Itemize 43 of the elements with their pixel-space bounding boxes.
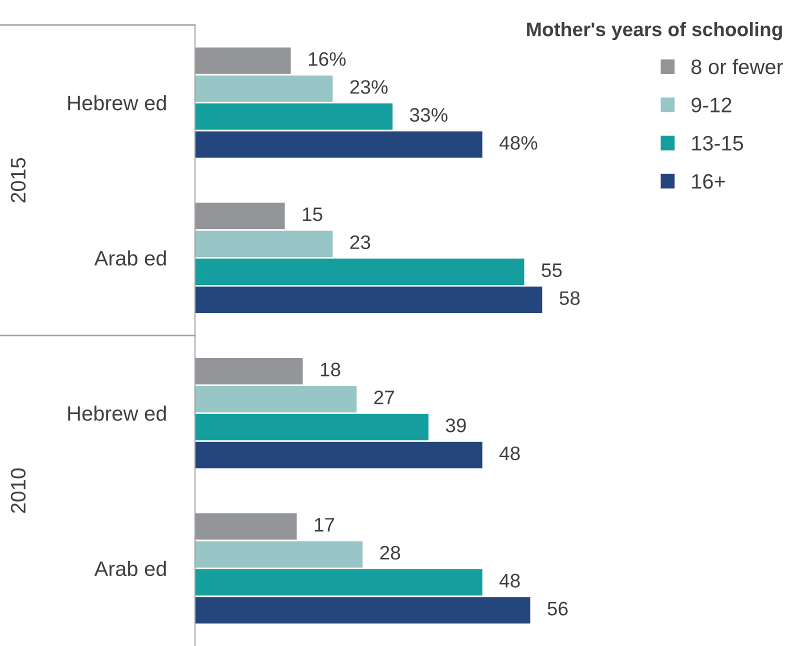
bar [195,48,291,74]
bar [195,202,285,230]
bar [195,258,524,286]
bar [195,358,303,384]
legend-label: 13-15 [692,136,744,151]
legend-title: Mother's years of schooling [527,22,782,40]
y-tick-label: Arab ed [94,250,166,266]
data-label: 56 [548,602,568,616]
text: 2010 [10,468,26,513]
bar [195,569,482,596]
bar [195,131,482,158]
legend-label: 8 or fewer [692,58,783,74]
y-tick-label: Hebrew ed [68,95,166,110]
bar [195,103,393,130]
bar [195,75,333,102]
bar [195,513,297,540]
data-label: 23 [350,235,370,250]
bar [195,386,357,412]
data-label: 27 [374,390,394,404]
bar [195,286,542,313]
data-label: 48% [499,136,538,150]
data-label: 23% [350,80,388,94]
bar [195,230,333,258]
data-label: 58 [560,291,580,306]
legend-label: 9-12 [692,98,732,112]
bar [195,597,530,624]
data-label: 16% [308,52,346,66]
data-label: 15 [302,208,322,222]
data-label: 48 [499,574,520,588]
data-label: 28 [380,546,400,560]
data-label: 48 [499,446,520,460]
data-label: 33% [410,108,448,122]
y-tick-label: Hebrew ed [68,406,166,421]
bar [195,414,428,440]
y-tick-label: Arab ed [94,560,166,576]
text: 2015 [10,158,26,202]
data-label: 55 [542,264,562,278]
legend-label: 16+ [692,174,725,189]
bar [195,541,363,568]
data-label: 18 [320,362,340,376]
data-label: 39 [446,418,466,432]
data-label: 17 [314,518,334,532]
bar [195,442,482,468]
